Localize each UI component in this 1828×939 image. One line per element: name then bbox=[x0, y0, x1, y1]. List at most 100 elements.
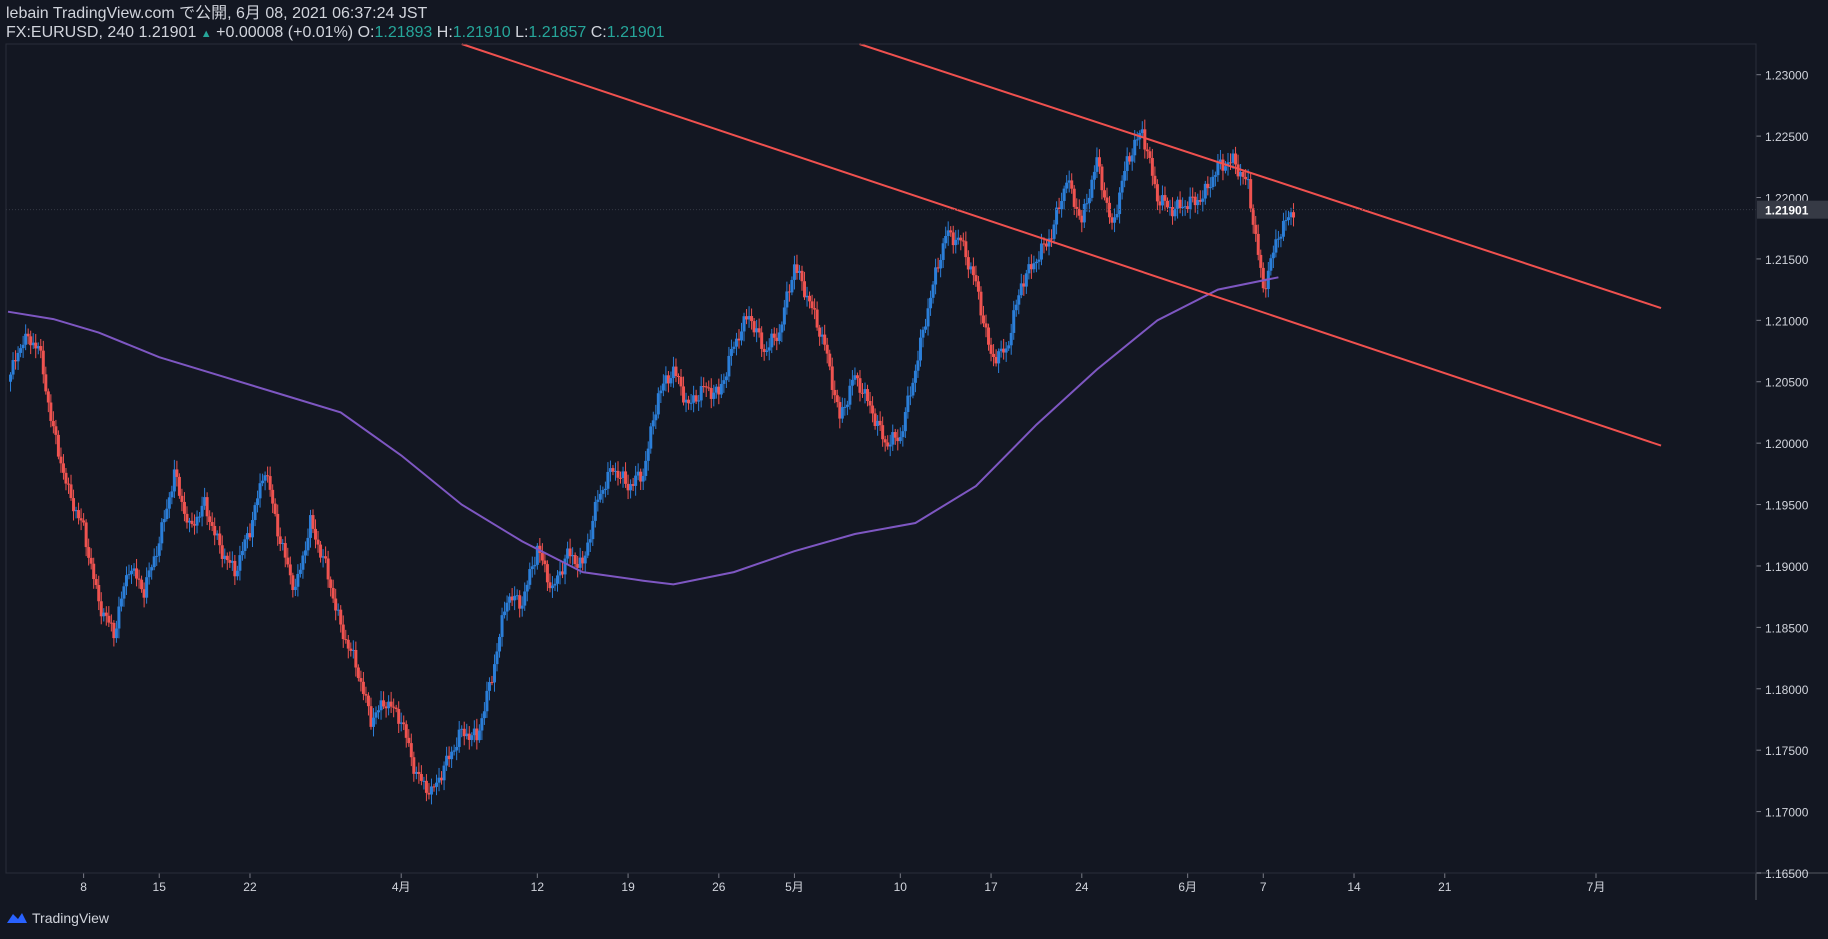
candle bbox=[745, 309, 749, 325]
candle-body bbox=[77, 510, 81, 519]
candle bbox=[845, 400, 849, 416]
candle bbox=[679, 369, 683, 396]
candle bbox=[762, 344, 766, 361]
candle-body bbox=[808, 295, 812, 302]
candle-body bbox=[624, 471, 628, 484]
candle bbox=[1019, 273, 1023, 299]
candle-body bbox=[888, 444, 892, 447]
candle bbox=[495, 643, 499, 672]
candle-body bbox=[1070, 180, 1074, 189]
candle bbox=[1264, 278, 1268, 298]
candle-body bbox=[1236, 164, 1240, 177]
candle bbox=[727, 346, 731, 382]
candle bbox=[422, 776, 426, 790]
candle bbox=[1259, 249, 1263, 278]
candle bbox=[1168, 199, 1172, 216]
candle bbox=[737, 329, 741, 349]
candle bbox=[619, 471, 623, 484]
candle bbox=[984, 314, 988, 338]
candle-body bbox=[417, 771, 421, 775]
candle bbox=[528, 562, 532, 590]
candle-body bbox=[397, 709, 401, 724]
candle bbox=[397, 701, 401, 733]
candle-body bbox=[1024, 273, 1028, 287]
candle-body bbox=[760, 332, 764, 349]
candle bbox=[1284, 210, 1288, 231]
candle bbox=[777, 324, 781, 345]
candle-body bbox=[1284, 220, 1288, 222]
candle-body bbox=[1057, 207, 1061, 210]
candle bbox=[74, 506, 78, 519]
candle-body bbox=[230, 560, 234, 563]
candle-body bbox=[797, 270, 801, 274]
candle-body bbox=[669, 378, 673, 384]
candle-body bbox=[326, 558, 330, 580]
candle-body bbox=[278, 536, 282, 545]
candle bbox=[1145, 143, 1149, 160]
candle-body bbox=[276, 513, 280, 537]
candle-body bbox=[868, 400, 872, 406]
candle-body bbox=[631, 484, 635, 486]
candle-body bbox=[664, 375, 668, 384]
candle bbox=[931, 281, 935, 304]
candle-body bbox=[19, 348, 23, 353]
candle-body bbox=[654, 414, 658, 421]
candle-body bbox=[407, 737, 411, 744]
candle-body bbox=[1017, 295, 1021, 305]
candle-body bbox=[258, 483, 262, 499]
candle bbox=[1251, 204, 1255, 234]
candle-body bbox=[1188, 196, 1192, 210]
candle-body bbox=[1055, 207, 1059, 225]
candle bbox=[866, 384, 870, 407]
candle bbox=[1281, 212, 1285, 242]
candle-body bbox=[268, 476, 272, 490]
candle-body bbox=[1143, 129, 1147, 150]
candle bbox=[591, 515, 595, 547]
candle bbox=[1188, 187, 1192, 219]
candle-body bbox=[1231, 153, 1235, 163]
candle bbox=[1274, 229, 1278, 258]
candle-body bbox=[1150, 157, 1154, 176]
candle-body bbox=[1173, 208, 1177, 217]
candle bbox=[823, 324, 827, 351]
candle bbox=[419, 765, 423, 786]
footer-brand[interactable]: TradingView bbox=[6, 910, 109, 926]
candle-body bbox=[341, 624, 345, 640]
candle-body bbox=[603, 488, 607, 491]
candle bbox=[24, 324, 28, 351]
candle-body bbox=[719, 383, 723, 395]
candle bbox=[719, 374, 723, 399]
candle-body bbox=[787, 291, 791, 293]
candle bbox=[724, 372, 728, 388]
candle-body bbox=[233, 560, 237, 577]
candle-body bbox=[1271, 252, 1275, 259]
candle bbox=[253, 502, 257, 527]
candle-body bbox=[762, 348, 766, 352]
candle-body bbox=[147, 570, 151, 578]
candle-body bbox=[1276, 238, 1280, 240]
candle-body bbox=[722, 380, 726, 384]
candle bbox=[470, 732, 474, 747]
candle bbox=[1017, 289, 1021, 315]
candle-body bbox=[873, 413, 877, 426]
candle bbox=[1223, 161, 1227, 174]
candle bbox=[303, 541, 307, 564]
candle-body bbox=[1092, 171, 1096, 180]
price-tick-label: 1.18000 bbox=[1765, 683, 1809, 697]
candle-body bbox=[152, 556, 156, 568]
candle-body bbox=[767, 347, 771, 351]
candle bbox=[9, 372, 13, 392]
candle bbox=[949, 226, 953, 237]
candle bbox=[414, 766, 418, 780]
open-label: O: bbox=[357, 24, 375, 41]
candle bbox=[651, 411, 655, 435]
candle-body bbox=[520, 605, 524, 609]
price-tick-label: 1.17000 bbox=[1765, 806, 1809, 820]
candle bbox=[629, 479, 633, 499]
candle-body bbox=[487, 682, 491, 691]
candle-body bbox=[906, 395, 910, 412]
candle-body bbox=[1105, 197, 1109, 203]
candle bbox=[1067, 170, 1071, 193]
candle bbox=[669, 371, 673, 387]
